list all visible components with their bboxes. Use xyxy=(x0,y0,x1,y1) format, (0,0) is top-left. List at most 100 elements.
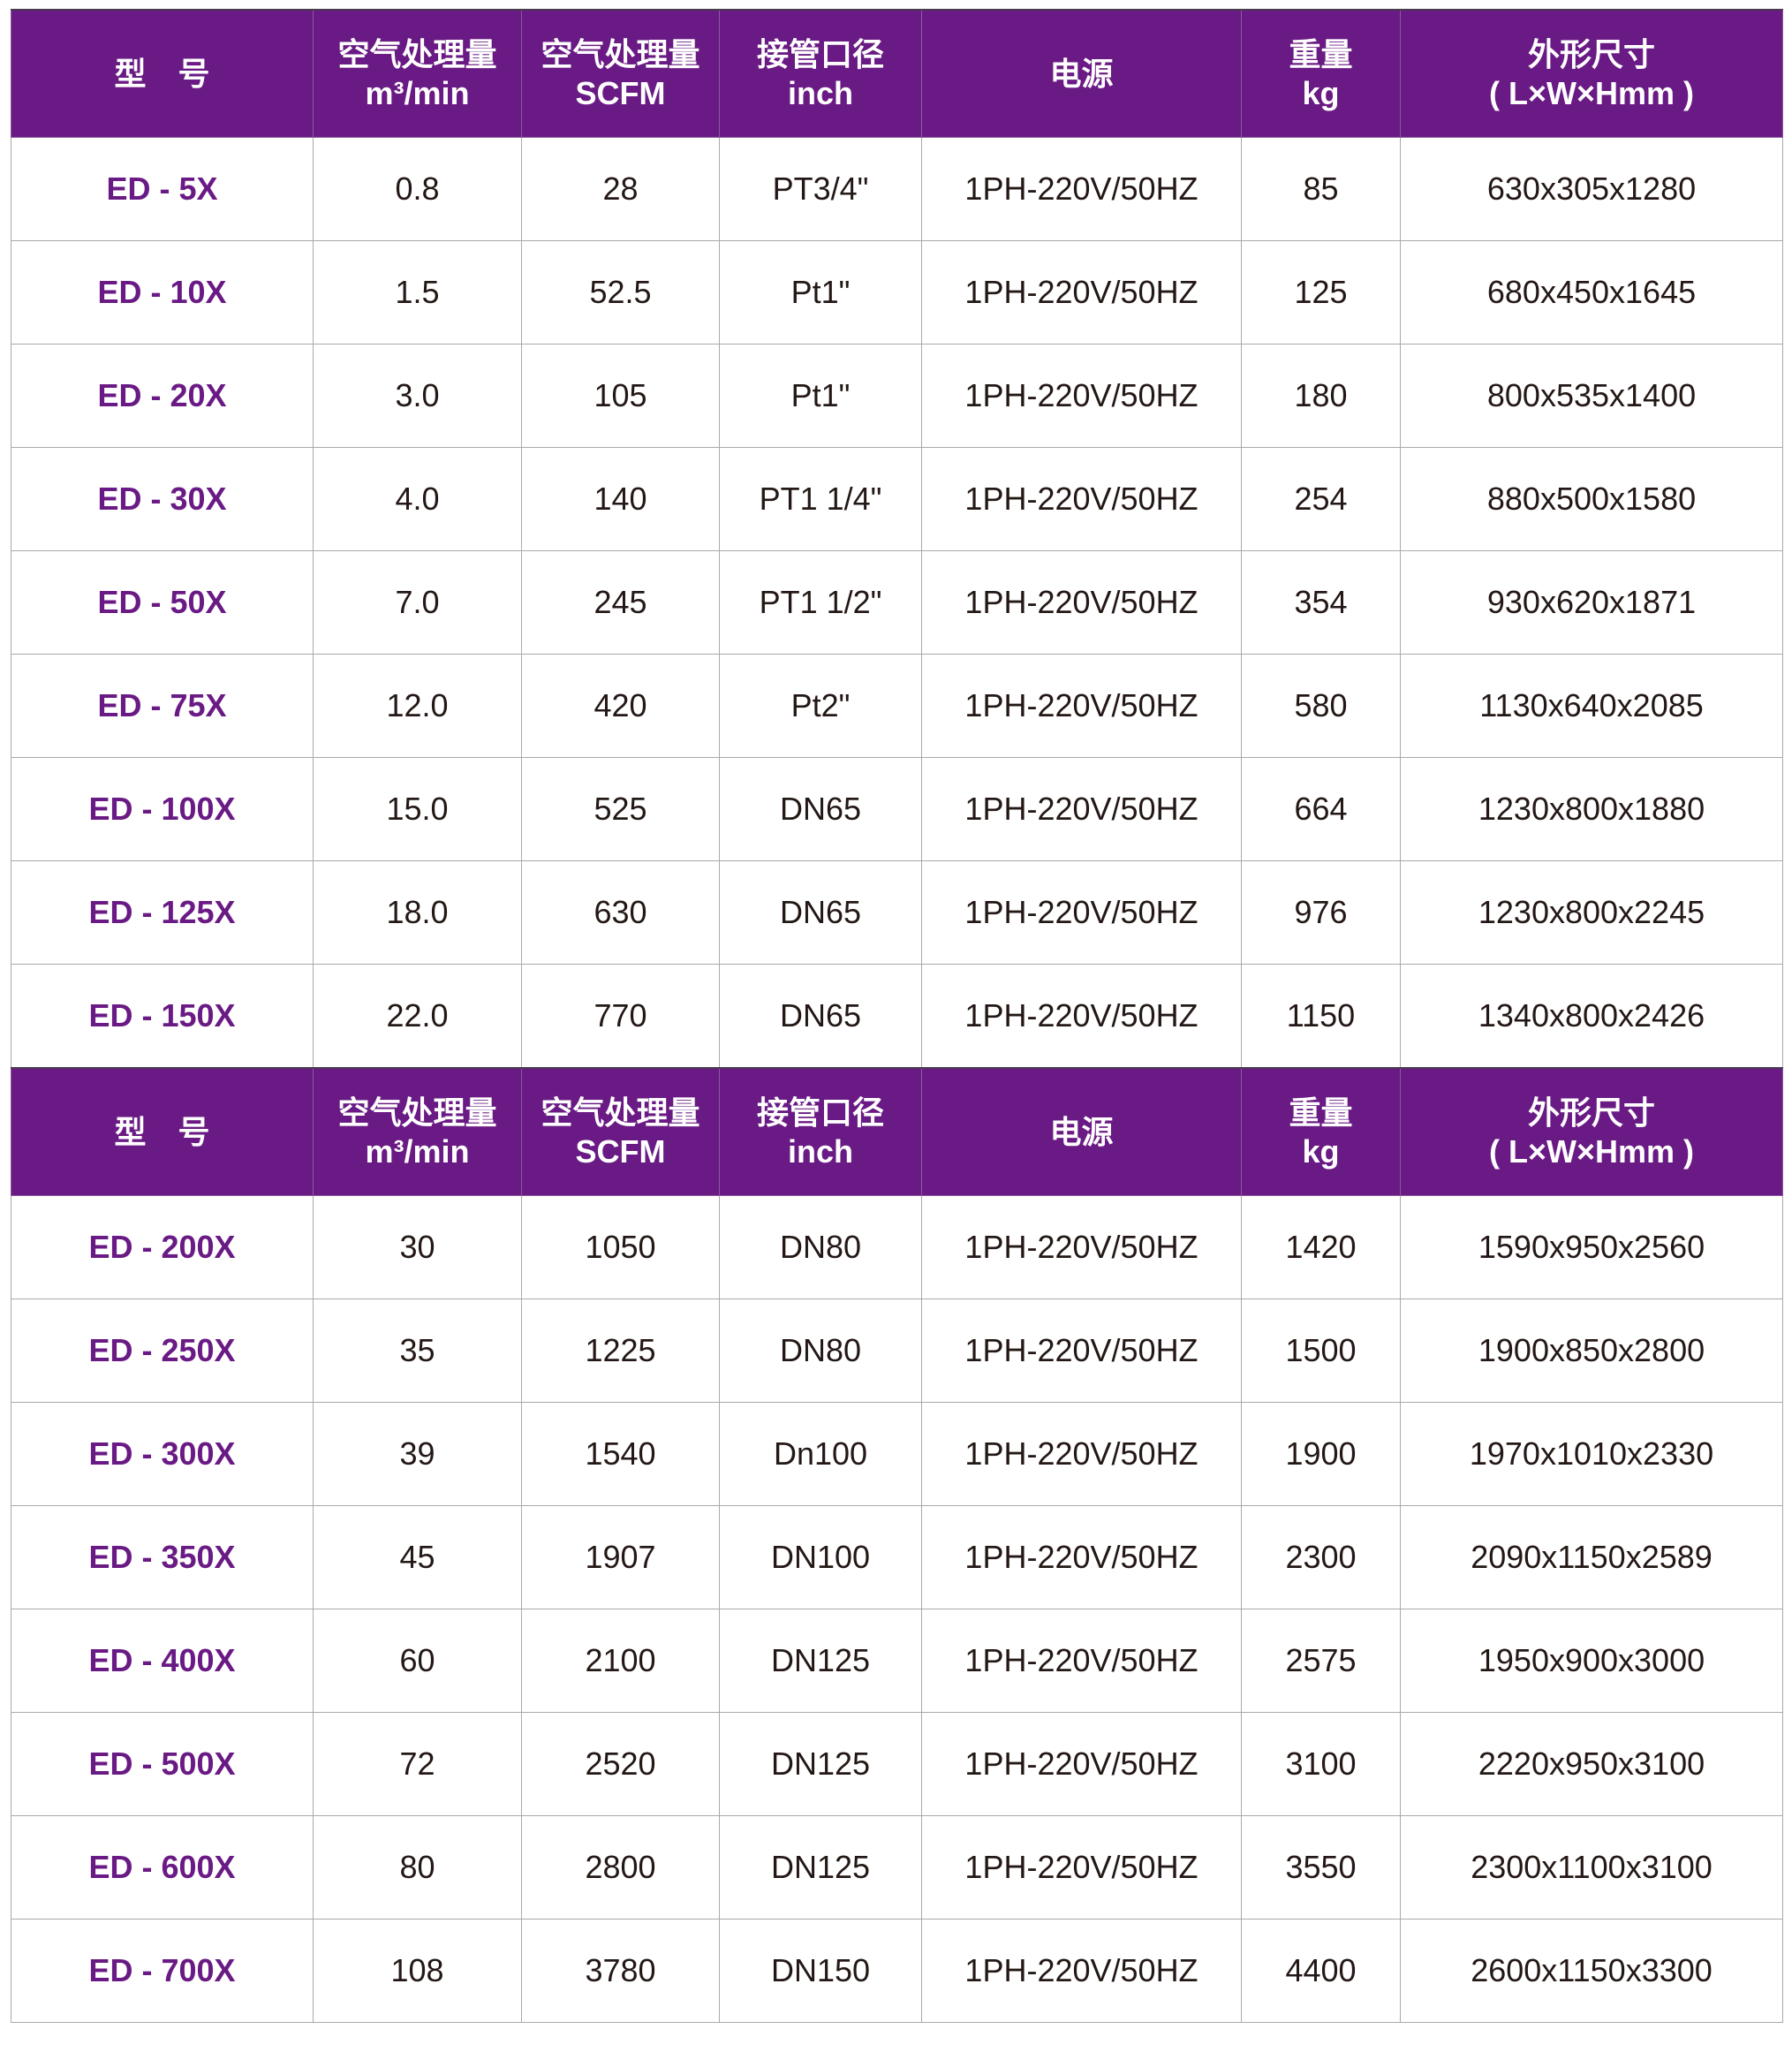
cell-power: 1PH-220V/50HZ xyxy=(921,137,1242,241)
cell-weight: 1900 xyxy=(1241,1402,1401,1506)
cell-flow-scfm: 525 xyxy=(521,757,720,861)
cell-flow-scfm: 105 xyxy=(521,344,720,448)
cell-model: ED - 700X xyxy=(11,1919,314,2023)
header-label: 电源 xyxy=(1049,1113,1114,1150)
cell-flow-scfm: 1540 xyxy=(521,1402,720,1506)
table-row: ED - 600X 80 2800 DN125 1PH-220V/50HZ 3550 230… xyxy=(11,1815,1783,1919)
cell-power: 1PH-220V/50HZ xyxy=(921,1609,1242,1713)
cell-flow-scfm: 1050 xyxy=(521,1195,720,1299)
cell-dimensions: 1340x800x2426 xyxy=(1400,964,1783,1069)
cell-pipe-size: PT3/4" xyxy=(719,137,922,241)
header-unit: SCFM xyxy=(575,1132,666,1170)
cell-dimensions: 1970x1010x2330 xyxy=(1400,1402,1783,1506)
table-row: ED - 500X 72 2520 DN125 1PH-220V/50HZ 3100 222… xyxy=(11,1712,1783,1816)
cell-power: 1PH-220V/50HZ xyxy=(921,860,1242,965)
cell-flow-scfm: 3780 xyxy=(521,1919,720,2023)
table-row: ED - 100X 15.0 525 DN65 1PH-220V/50HZ 664 1230… xyxy=(11,757,1783,861)
cell-dimensions: 1130x640x2085 xyxy=(1400,654,1783,758)
cell-dimensions: 2220x950x3100 xyxy=(1400,1712,1783,1816)
cell-power: 1PH-220V/50HZ xyxy=(921,1402,1242,1506)
cell-model: ED - 75X xyxy=(11,654,314,758)
cell-flow-scfm: 770 xyxy=(521,964,720,1069)
table-row: ED - 150X 22.0 770 DN65 1PH-220V/50HZ 1150 134… xyxy=(11,964,1783,1069)
cell-pipe-size: DN100 xyxy=(719,1505,922,1609)
header-label: 型 号 xyxy=(114,55,210,92)
cell-power: 1PH-220V/50HZ xyxy=(921,1815,1242,1919)
cell-power: 1PH-220V/50HZ xyxy=(921,447,1242,551)
header-label: 外形尺寸 xyxy=(1527,1094,1655,1131)
cell-dimensions: 930x620x1871 xyxy=(1400,550,1783,655)
cell-model: ED - 5X xyxy=(11,137,314,241)
cell-flow-m3min: 60 xyxy=(313,1609,522,1713)
header-label: 接管口径 xyxy=(756,1094,884,1131)
cell-weight: 354 xyxy=(1241,550,1401,655)
header-flow-scfm: 空气处理量 SCFM xyxy=(521,9,720,138)
cell-model: ED - 125X xyxy=(11,860,314,965)
header-unit: inch xyxy=(787,74,853,111)
cell-weight: 1150 xyxy=(1241,964,1401,1069)
cell-weight: 2300 xyxy=(1241,1505,1401,1609)
cell-weight: 2575 xyxy=(1241,1609,1401,1713)
cell-flow-m3min: 80 xyxy=(313,1815,522,1919)
cell-flow-scfm: 1907 xyxy=(521,1505,720,1609)
header-label: 电源 xyxy=(1049,55,1114,92)
cell-power: 1PH-220V/50HZ xyxy=(921,1299,1242,1403)
header-power: 电源 xyxy=(921,9,1242,138)
header-row: 型 号空气处理量 m³/min 空气处理量 SCFM 接管口径 inch 电源 重量 kg 外形尺… xyxy=(11,9,1783,138)
header-weight: 重量 kg xyxy=(1241,9,1401,138)
header-row: 型 号空气处理量 m³/min 空气处理量 SCFM 接管口径 inch 电源 重量 kg 外形尺… xyxy=(11,1067,1783,1196)
header-label: 重量 xyxy=(1289,35,1353,72)
cell-flow-scfm: 630 xyxy=(521,860,720,965)
header-unit: inch xyxy=(787,1132,853,1170)
header-model: 型 号 xyxy=(11,9,314,138)
cell-model: ED - 20X xyxy=(11,344,314,448)
cell-dimensions: 630x305x1280 xyxy=(1400,137,1783,241)
cell-dimensions: 2300x1100x3100 xyxy=(1400,1815,1783,1919)
cell-dimensions: 1230x800x2245 xyxy=(1400,860,1783,965)
cell-flow-m3min: 30 xyxy=(313,1195,522,1299)
cell-pipe-size: DN80 xyxy=(719,1299,922,1403)
cell-flow-m3min: 35 xyxy=(313,1299,522,1403)
cell-model: ED - 250X xyxy=(11,1299,314,1403)
cell-power: 1PH-220V/50HZ xyxy=(921,1919,1242,2023)
cell-model: ED - 300X xyxy=(11,1402,314,1506)
cell-pipe-size: DN125 xyxy=(719,1815,922,1919)
cell-pipe-size: DN65 xyxy=(719,964,922,1069)
cell-model: ED - 150X xyxy=(11,964,314,1069)
header-unit: m³/min xyxy=(365,1132,470,1170)
table-row: ED - 400X 60 2100 DN125 1PH-220V/50HZ 2575 195… xyxy=(11,1609,1783,1713)
cell-dimensions: 680x450x1645 xyxy=(1400,240,1783,345)
table-row: ED - 5X 0.8 28 PT3/4" 1PH-220V/50HZ 85 630x305… xyxy=(11,137,1783,241)
cell-weight: 3550 xyxy=(1241,1815,1401,1919)
cell-flow-m3min: 18.0 xyxy=(313,860,522,965)
header-dimensions: 外形尺寸( L×W×Hmm ) xyxy=(1400,1067,1783,1196)
cell-pipe-size: PT1 1/2" xyxy=(719,550,922,655)
cell-flow-m3min: 1.5 xyxy=(313,240,522,345)
cell-model: ED - 50X xyxy=(11,550,314,655)
cell-flow-scfm: 245 xyxy=(521,550,720,655)
cell-weight: 1500 xyxy=(1241,1299,1401,1403)
cell-weight: 580 xyxy=(1241,654,1401,758)
cell-flow-m3min: 12.0 xyxy=(313,654,522,758)
header-label: 接管口径 xyxy=(756,35,884,72)
cell-power: 1PH-220V/50HZ xyxy=(921,757,1242,861)
cell-flow-scfm: 140 xyxy=(521,447,720,551)
cell-flow-m3min: 7.0 xyxy=(313,550,522,655)
header-unit: kg xyxy=(1302,74,1340,111)
cell-flow-scfm: 2520 xyxy=(521,1712,720,1816)
cell-weight: 1420 xyxy=(1241,1195,1401,1299)
header-unit: ( L×W×Hmm ) xyxy=(1488,74,1694,111)
cell-power: 1PH-220V/50HZ xyxy=(921,654,1242,758)
header-label: 空气处理量 xyxy=(541,35,700,72)
table-row: ED - 30X 4.0 140 PT1 1/4" 1PH-220V/50HZ 254 88… xyxy=(11,447,1783,551)
cell-weight: 254 xyxy=(1241,447,1401,551)
cell-flow-m3min: 15.0 xyxy=(313,757,522,861)
table-row: ED - 50X 7.0 245 PT1 1/2" 1PH-220V/50HZ 354 93… xyxy=(11,550,1783,655)
header-label: 空气处理量 xyxy=(337,35,497,72)
cell-power: 1PH-220V/50HZ xyxy=(921,344,1242,448)
cell-flow-scfm: 1225 xyxy=(521,1299,720,1403)
header-label: 外形尺寸 xyxy=(1527,35,1655,72)
cell-flow-m3min: 4.0 xyxy=(313,447,522,551)
cell-weight: 3100 xyxy=(1241,1712,1401,1816)
cell-pipe-size: Dn100 xyxy=(719,1402,922,1506)
